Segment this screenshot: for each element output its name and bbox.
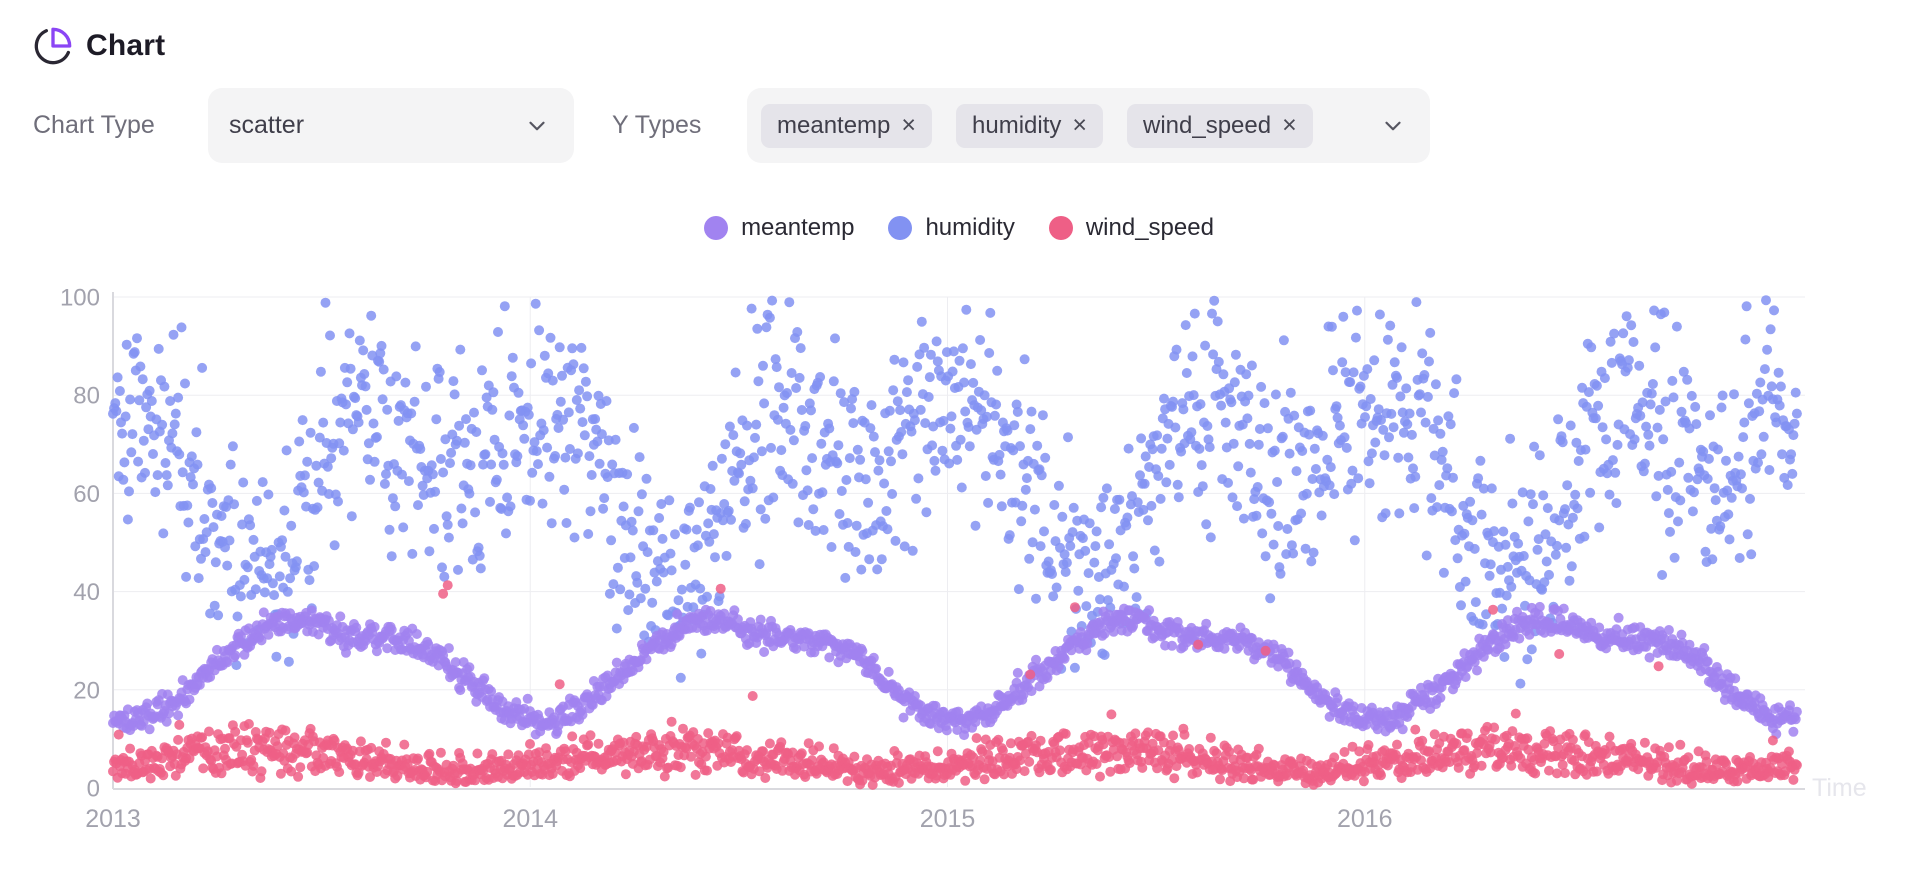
y-types-multiselect[interactable]: meantemp × humidity × wind_speed × [747,88,1430,163]
series-points-meantemp [108,601,1802,741]
svg-text:20: 20 [73,677,100,704]
chart-type-label: Chart Type [33,111,155,139]
svg-text:0: 0 [87,776,100,803]
legend-dot [704,216,729,240]
page-header: Chart [33,26,165,66]
y-type-tag-label: meantemp [777,111,891,139]
chart-type-select[interactable]: scatter [208,88,574,163]
remove-tag-icon[interactable]: × [1072,111,1087,139]
legend-item-meantemp[interactable]: meantemp [704,214,854,242]
chart-legend: meantemp humidity wind_speed [113,214,1805,242]
legend-dot [888,216,913,240]
legend-label: wind_speed [1085,214,1214,241]
svg-text:40: 40 [73,579,100,606]
y-type-tag: meantemp × [761,103,932,148]
svg-text:80: 80 [73,383,100,410]
svg-text:100: 100 [60,285,100,312]
svg-text:2015: 2015 [920,805,976,833]
svg-text:60: 60 [73,481,100,508]
svg-text:2016: 2016 [1337,805,1393,833]
y-type-tag: humidity × [956,103,1103,148]
page-title: Chart [86,29,166,62]
chevron-down-icon [524,113,550,139]
y-type-tag: wind_speed × [1126,103,1313,148]
chart-pie-icon [33,26,73,66]
y-type-tag-label: humidity [972,111,1062,139]
svg-text:2013: 2013 [85,805,141,833]
chevron-down-icon[interactable] [1380,113,1406,139]
remove-tag-icon[interactable]: × [1282,111,1297,139]
legend-item-wind_speed[interactable]: wind_speed [1048,214,1214,242]
legend-item-humidity[interactable]: humidity [888,214,1015,242]
legend-dot [1048,216,1073,240]
remove-tag-icon[interactable]: × [901,111,916,139]
y-type-tag-label: wind_speed [1142,111,1272,139]
svg-text:2014: 2014 [502,805,558,833]
legend-label: humidity [925,214,1015,241]
svg-text:Time: Time [1812,774,1867,802]
chart-type-value: scatter [229,111,305,139]
series-points-wind_speed [108,580,1802,790]
legend-label: meantemp [741,214,855,241]
y-types-label: Y Types [612,111,702,139]
